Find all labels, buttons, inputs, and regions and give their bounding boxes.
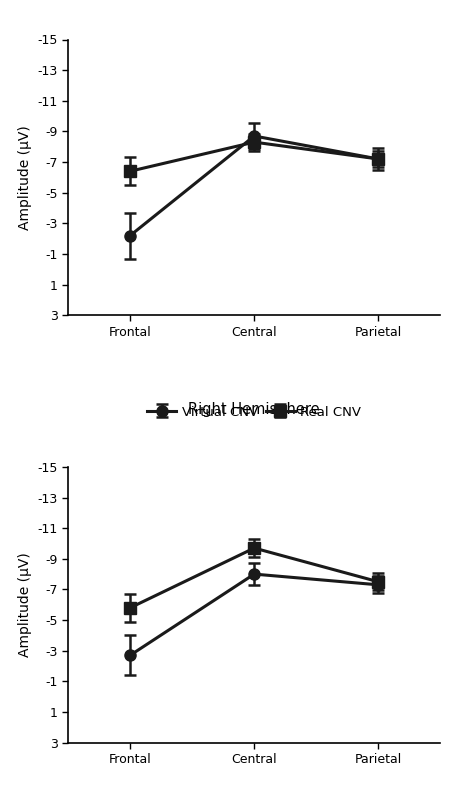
Y-axis label: Amplitude (μV): Amplitude (μV) bbox=[18, 125, 32, 230]
Legend: Virtual CNV, Real CNV: Virtual CNV, Real CNV bbox=[142, 401, 366, 424]
Y-axis label: Amplitude (μV): Amplitude (μV) bbox=[18, 552, 32, 657]
Title: Right Hemisphere: Right Hemisphere bbox=[188, 402, 320, 417]
